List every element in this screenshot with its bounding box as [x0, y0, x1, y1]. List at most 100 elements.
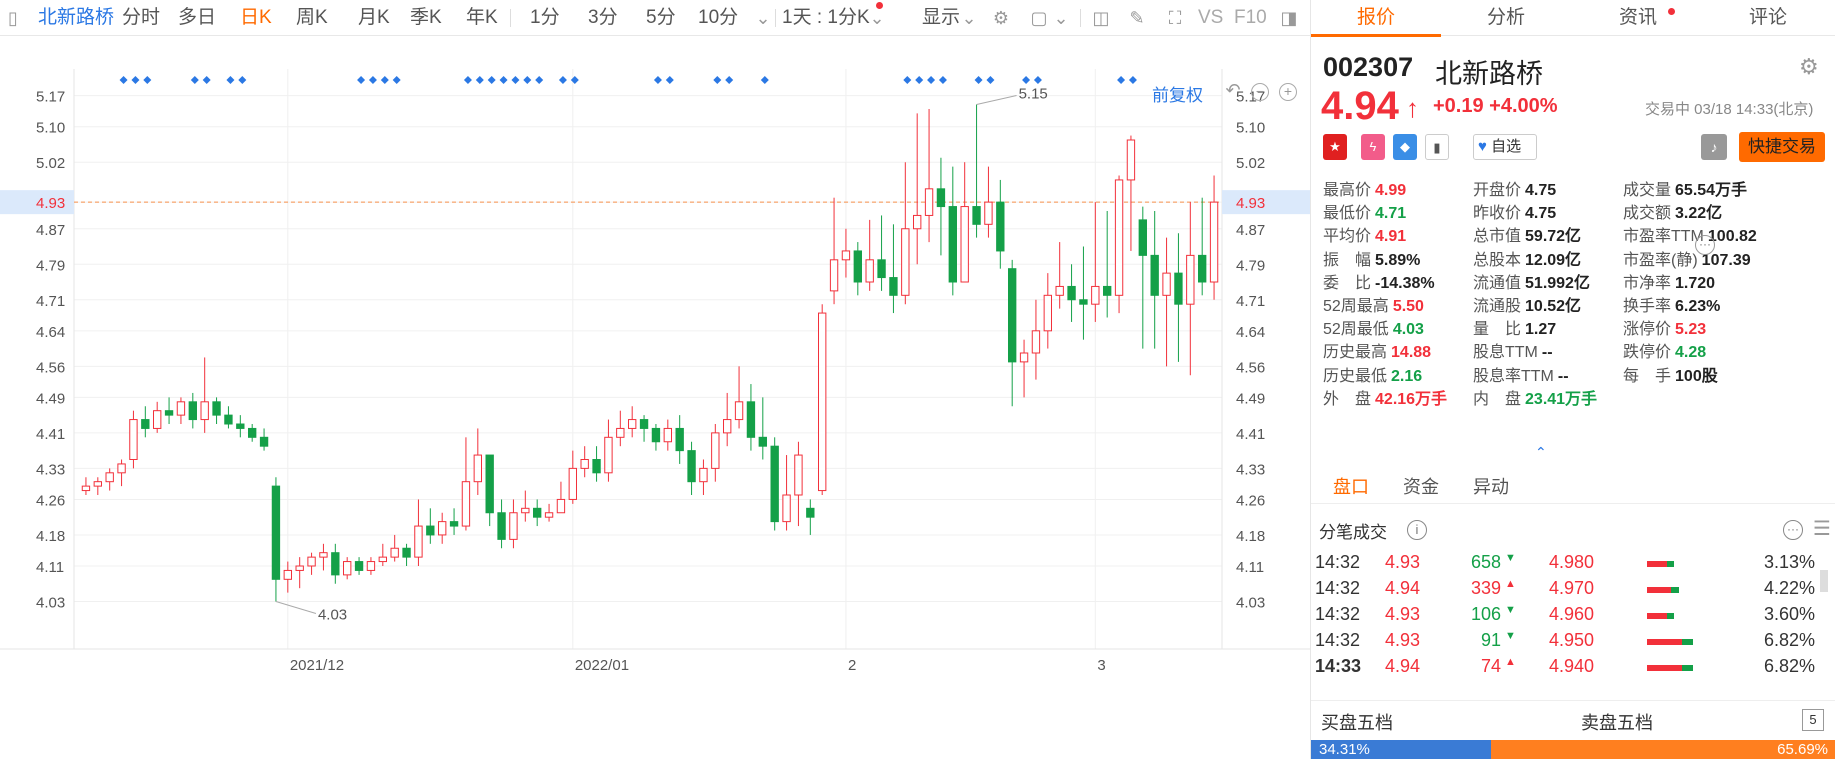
- tab-funds[interactable]: 资金: [1403, 477, 1439, 497]
- stat-label: 振 幅: [1323, 251, 1372, 269]
- stat-item: 总市值 59.72亿: [1473, 222, 1581, 246]
- event-diamond-icon: [1117, 76, 1126, 84]
- stat-label: 流通股: [1473, 298, 1522, 315]
- chevron-down-icon[interactable]: ⌄: [961, 8, 977, 28]
- level-percent: 3.13%: [1763, 552, 1815, 572]
- pencil-icon[interactable]: ✎: [1129, 8, 1145, 28]
- event-diamond-icon: [938, 76, 947, 84]
- chevron-down-icon[interactable]: ⌄: [755, 8, 771, 28]
- more-icon[interactable]: ···: [1783, 520, 1803, 540]
- candle-body: [212, 401, 221, 416]
- tick-volume: 74: [1480, 656, 1501, 676]
- f10-button[interactable]: F10: [1234, 7, 1267, 28]
- tab-analysis[interactable]: 分析: [1487, 7, 1526, 28]
- stock-name-link[interactable]: 北新路桥: [38, 7, 115, 28]
- bell-icon[interactable]: ♪: [1701, 134, 1727, 160]
- tab-news[interactable]: 资讯: [1619, 7, 1658, 28]
- tab-comments[interactable]: 评论: [1749, 7, 1788, 28]
- info-icon[interactable]: i: [1407, 520, 1427, 540]
- stat-value: 2.16: [1391, 367, 1423, 385]
- stat-label: 外 盘: [1323, 390, 1372, 408]
- sidebar-toggle-icon[interactable]: ▯: [8, 8, 18, 28]
- level-bar-green: [1667, 613, 1674, 619]
- stat-value: 59.72亿: [1525, 228, 1582, 246]
- candle-body: [960, 206, 969, 283]
- period-2[interactable]: 日K: [240, 7, 272, 28]
- panel-toggle-icon[interactable]: ◨: [1280, 8, 1298, 28]
- period-10[interactable]: 10分: [698, 7, 739, 28]
- candle-body: [723, 419, 732, 434]
- period-4[interactable]: 月K: [358, 7, 390, 28]
- more-icon[interactable]: ···: [1695, 235, 1715, 255]
- period-7[interactable]: 1分: [530, 7, 560, 28]
- candle-body: [865, 259, 874, 283]
- tick-price: 4.93: [1385, 604, 1421, 624]
- fire-icon[interactable]: ϟ: [1361, 134, 1385, 160]
- zoom-in-icon[interactable]: +: [1279, 83, 1297, 101]
- tab-orderbook[interactable]: 盘口: [1333, 477, 1369, 497]
- candle-body: [639, 419, 649, 429]
- stat-label: 跌停价: [1623, 344, 1672, 362]
- level-percent: 4.22%: [1763, 578, 1815, 598]
- event-diamond-icon: [927, 76, 936, 84]
- period-5[interactable]: 季K: [410, 7, 442, 28]
- gear-icon[interactable]: ⚙: [1799, 54, 1819, 79]
- y-tick-label-right: 4.11: [1236, 559, 1264, 576]
- camera-icon[interactable]: ◫: [1092, 8, 1110, 28]
- event-diamond-icon: [226, 76, 235, 84]
- tick-time: 14:32: [1315, 552, 1361, 572]
- tab-quote[interactable]: 报价: [1357, 7, 1396, 28]
- chevron-up-icon[interactable]: ⌃: [1535, 444, 1547, 460]
- period-3[interactable]: 周K: [296, 7, 328, 28]
- y-tick-label-left: 4.33: [36, 461, 65, 478]
- chevron-down-icon[interactable]: ⌄: [869, 8, 885, 28]
- display-menu[interactable]: 显示: [922, 7, 961, 28]
- stat-label: 最高价: [1323, 182, 1372, 199]
- stat-value: 14.88: [1391, 344, 1432, 362]
- zoom-out-icon[interactable]: −: [1251, 83, 1269, 101]
- candle-body: [544, 512, 554, 518]
- bookmark-icon[interactable]: ▮: [1425, 134, 1449, 160]
- y-tick-label-left: 4.49: [36, 390, 65, 407]
- range-select[interactable]: 1天 : 1分K: [782, 7, 870, 28]
- candle-body: [948, 206, 957, 283]
- price-line-label-bg: [1222, 190, 1310, 215]
- event-diamond-icon: [119, 76, 128, 84]
- triangle-up-icon: ▲: [1505, 656, 1516, 668]
- candle-body: [366, 561, 376, 571]
- y-tick-label-left: 5.02: [36, 155, 65, 172]
- color-square-icon[interactable]: ▢: [1030, 8, 1048, 28]
- chevron-down-icon[interactable]: ⌄: [1053, 8, 1069, 28]
- kline-chart[interactable]: 4.03 4.03 4.11 4.11 4.18 4.18 4.26 4.26 4.33 4.33…: [0, 37, 1310, 759]
- y-tick-label-right: 4.41: [1236, 426, 1265, 443]
- candle-body: [936, 188, 946, 208]
- undo-icon[interactable]: ↶: [1225, 80, 1241, 100]
- tag-icon[interactable]: ◆: [1393, 134, 1417, 160]
- fullscreen-icon[interactable]: ⛶: [1168, 8, 1182, 28]
- triangle-down-icon: ▼: [1505, 552, 1516, 564]
- fast-trade-button[interactable]: 快捷交易: [1739, 132, 1825, 162]
- kline-chart-area[interactable]: 4.03 4.03 4.11 4.11 4.18 4.18 4.26 4.26 4.33 4.33…: [0, 37, 1310, 759]
- tick-volume: 91: [1480, 630, 1501, 650]
- gear-icon[interactable]: ⚙: [992, 8, 1010, 28]
- tick-row: 14:32 4.93 91 ▼ 4.950 6.82%: [1311, 626, 1835, 656]
- tab-alerts[interactable]: 异动: [1473, 477, 1509, 497]
- vs-button[interactable]: VS: [1198, 7, 1224, 28]
- period-6[interactable]: 年K: [466, 7, 498, 28]
- period-1[interactable]: 多日: [178, 7, 217, 28]
- stat-label: 市盈率TTM: [1623, 228, 1704, 246]
- event-diamond-icon: [487, 76, 496, 84]
- scrollbar[interactable]: [1820, 570, 1828, 592]
- y-tick-label-right: 5.10: [1236, 120, 1265, 137]
- list-icon[interactable]: ☰: [1813, 518, 1831, 540]
- x-tick-label: 2022/01: [575, 657, 629, 674]
- y-tick-label-right: 4.26: [1236, 492, 1265, 509]
- add-watchlist-button[interactable]: ♥ 自选: [1473, 134, 1537, 160]
- number-five-icon[interactable]: 5: [1802, 709, 1824, 731]
- adjust-toggle[interactable]: 前复权: [1152, 86, 1203, 105]
- candle-body: [996, 201, 1005, 252]
- period-0[interactable]: 分时: [122, 7, 161, 28]
- period-8[interactable]: 3分: [588, 7, 618, 28]
- stat-value: --: [1541, 344, 1553, 362]
- period-9[interactable]: 5分: [646, 7, 676, 28]
